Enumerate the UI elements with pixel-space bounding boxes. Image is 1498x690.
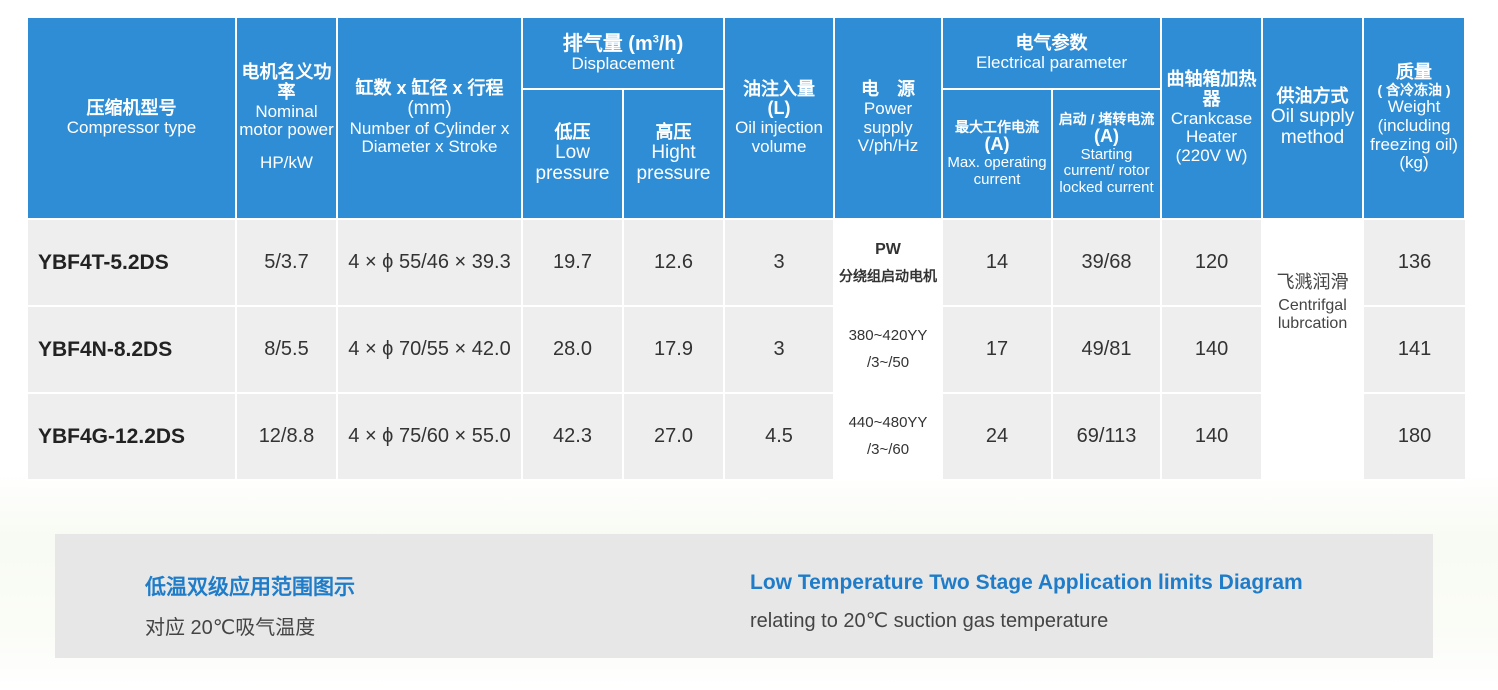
cell-start-current: 49/81 [1051,306,1162,394]
cell-high: 27.0 [621,393,725,481]
header-start-current: 启动 / 堵转电流 (A) Starting current/ rotor lo… [1051,88,1163,220]
cell-high: 12.6 [621,219,725,307]
header-max-current: 最大工作电流 (A) Max. operating current [941,88,1054,220]
cell-power: 8/5.5 [235,306,337,394]
cell-max-current: 24 [941,393,1053,481]
cell-power-supply: PW 分绕组启动电机 [833,219,943,307]
cell-cylinder: 4 × ϕ 75/60 × 55.0 [336,393,522,481]
cell-weight: 180 [1362,393,1466,481]
header-oil-supply: 供油方式 Oil supply method [1261,16,1365,220]
cell-max-current: 17 [941,306,1053,394]
cell-model: YBF4G-12.2DS [26,393,236,481]
cell-heater: 140 [1160,393,1263,481]
cell-weight: 141 [1362,306,1466,394]
cell-start-current: 39/68 [1051,219,1162,307]
header-electrical: 电气参数 Electrical parameter [941,16,1163,90]
cell-power: 12/8.8 [235,393,337,481]
cell-low: 28.0 [521,306,623,394]
caption-title-cn: 低温双级应用范围图示 [145,576,355,599]
cell-heater: 140 [1160,306,1263,394]
header-heater: 曲轴箱加热器 Crankcase Heater (220V W) [1160,16,1264,220]
header-low-pressure: 低压 Low pressure [521,88,624,220]
caption-box [55,534,1433,658]
compressor-spec-table: 压缩机型号 Compressor type 电机名义功率 Nominal mot… [26,16,1467,481]
cell-high: 17.9 [621,306,725,394]
cell-oil: 3 [723,219,835,307]
cell-model: YBF4T-5.2DS [26,219,236,307]
header-high-pressure: 高压 Hight pressure [621,88,726,220]
header-model: 压缩机型号 Compressor type [26,16,237,220]
cell-low: 19.7 [521,219,623,307]
cell-weight: 136 [1362,219,1466,307]
header-displacement: 排气量 (m3/h) Displacement [520,16,726,90]
cell-power-supply: 380~420YY /3~/50 [833,306,943,394]
table-row: YBF4N-8.2DS 8/5.5 4 × ϕ 70/55 × 42.0 28.… [26,306,1466,394]
cell-power: 5/3.7 [235,219,337,307]
cell-cylinder: 4 × ϕ 55/46 × 39.3 [336,219,522,307]
cell-oil-supply: 飞溅润滑 Centrifgal lubrcation [1261,219,1364,481]
header-power-supply: 电 源 Power supply V/ph/Hz [833,16,944,220]
cell-heater: 120 [1160,219,1263,307]
cell-oil: 4.5 [723,393,835,481]
cell-start-current: 69/113 [1051,393,1162,481]
cell-oil: 3 [723,306,835,394]
table-row: YBF4G-12.2DS 12/8.8 4 × ϕ 75/60 × 55.0 4… [26,393,1466,481]
cell-low: 42.3 [521,393,623,481]
header-weight: 质量 ( 含冷冻油 ) Weight (including freezing o… [1362,16,1467,220]
caption-subtitle-en: relating to 20℃ suction gas temperature [750,610,1109,632]
table-row: YBF4T-5.2DS 5/3.7 4 × ϕ 55/46 × 39.3 19.… [26,219,1466,481]
header-cylinder: 缸数 x 缸径 x 行程 (mm) Number of Cylinder x D… [336,16,523,220]
caption-title-en: Low Temperature Two Stage Application li… [750,571,1303,594]
header-oil-injection: 油注入量 (L) Oil injection volume [723,16,836,220]
cell-power-supply: 440~480YY /3~/60 [833,393,943,481]
cell-cylinder: 4 × ϕ 70/55 × 42.0 [336,306,522,394]
header-motor-power: 电机名义功率 Nominal motor power HP/kW [235,16,338,220]
cell-model: YBF4N-8.2DS [26,306,236,394]
cell-max-current: 14 [941,219,1053,307]
caption-subtitle-cn: 对应 20℃吸气温度 [145,617,316,639]
